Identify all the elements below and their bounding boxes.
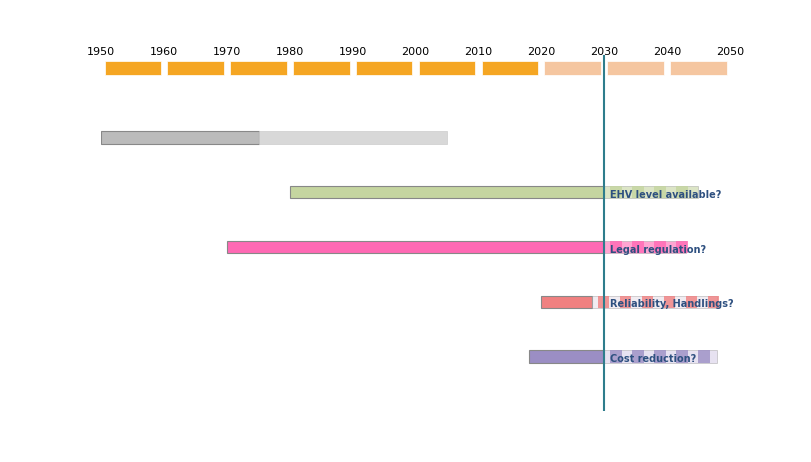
Bar [676,186,688,198]
Bar [670,61,727,74]
Bar [101,131,259,144]
Text: 1960: 1960 [150,47,178,57]
Bar [654,241,666,253]
Bar [604,241,686,253]
Bar [664,296,676,308]
Text: 2040: 2040 [653,47,681,57]
Bar [620,296,631,308]
Text: 1950: 1950 [88,47,115,57]
Text: 2000: 2000 [401,47,430,57]
Text: Reliability, Handlings?: Reliability, Handlings? [611,299,734,310]
Bar [598,296,609,308]
Bar [604,350,717,363]
FancyBboxPatch shape [167,61,224,74]
Text: 2050: 2050 [716,47,744,57]
Bar [611,241,622,253]
Bar [642,296,653,308]
Text: 2010: 2010 [465,47,492,57]
FancyBboxPatch shape [356,61,413,74]
Bar [607,61,664,74]
Bar [633,186,644,198]
Bar [686,296,697,308]
FancyBboxPatch shape [418,61,475,74]
Bar [676,350,688,363]
Text: Cost reduction?: Cost reduction? [611,354,697,364]
Bar [633,241,644,253]
Text: EHV level available?: EHV level available? [611,190,722,200]
Bar [604,186,698,198]
Bar [708,296,719,308]
Bar [611,186,622,198]
Text: 1990: 1990 [339,47,367,57]
Bar [544,61,601,74]
Bar [633,350,644,363]
FancyBboxPatch shape [482,61,539,74]
Bar [529,350,604,363]
Text: 1970: 1970 [213,47,241,57]
Bar [542,296,592,308]
Bar [654,186,666,198]
FancyBboxPatch shape [293,61,350,74]
Text: 1980: 1980 [276,47,304,57]
FancyBboxPatch shape [105,61,161,74]
Bar [698,350,710,363]
Bar [611,350,622,363]
Text: 2020: 2020 [527,47,556,57]
FancyBboxPatch shape [230,61,287,74]
Bar [259,131,447,144]
Text: 2030: 2030 [590,47,618,57]
Text: Legal regulation?: Legal regulation? [611,245,706,255]
Bar [676,241,688,253]
Bar [227,241,604,253]
Bar [654,350,666,363]
Bar [290,186,604,198]
Bar [591,296,717,308]
